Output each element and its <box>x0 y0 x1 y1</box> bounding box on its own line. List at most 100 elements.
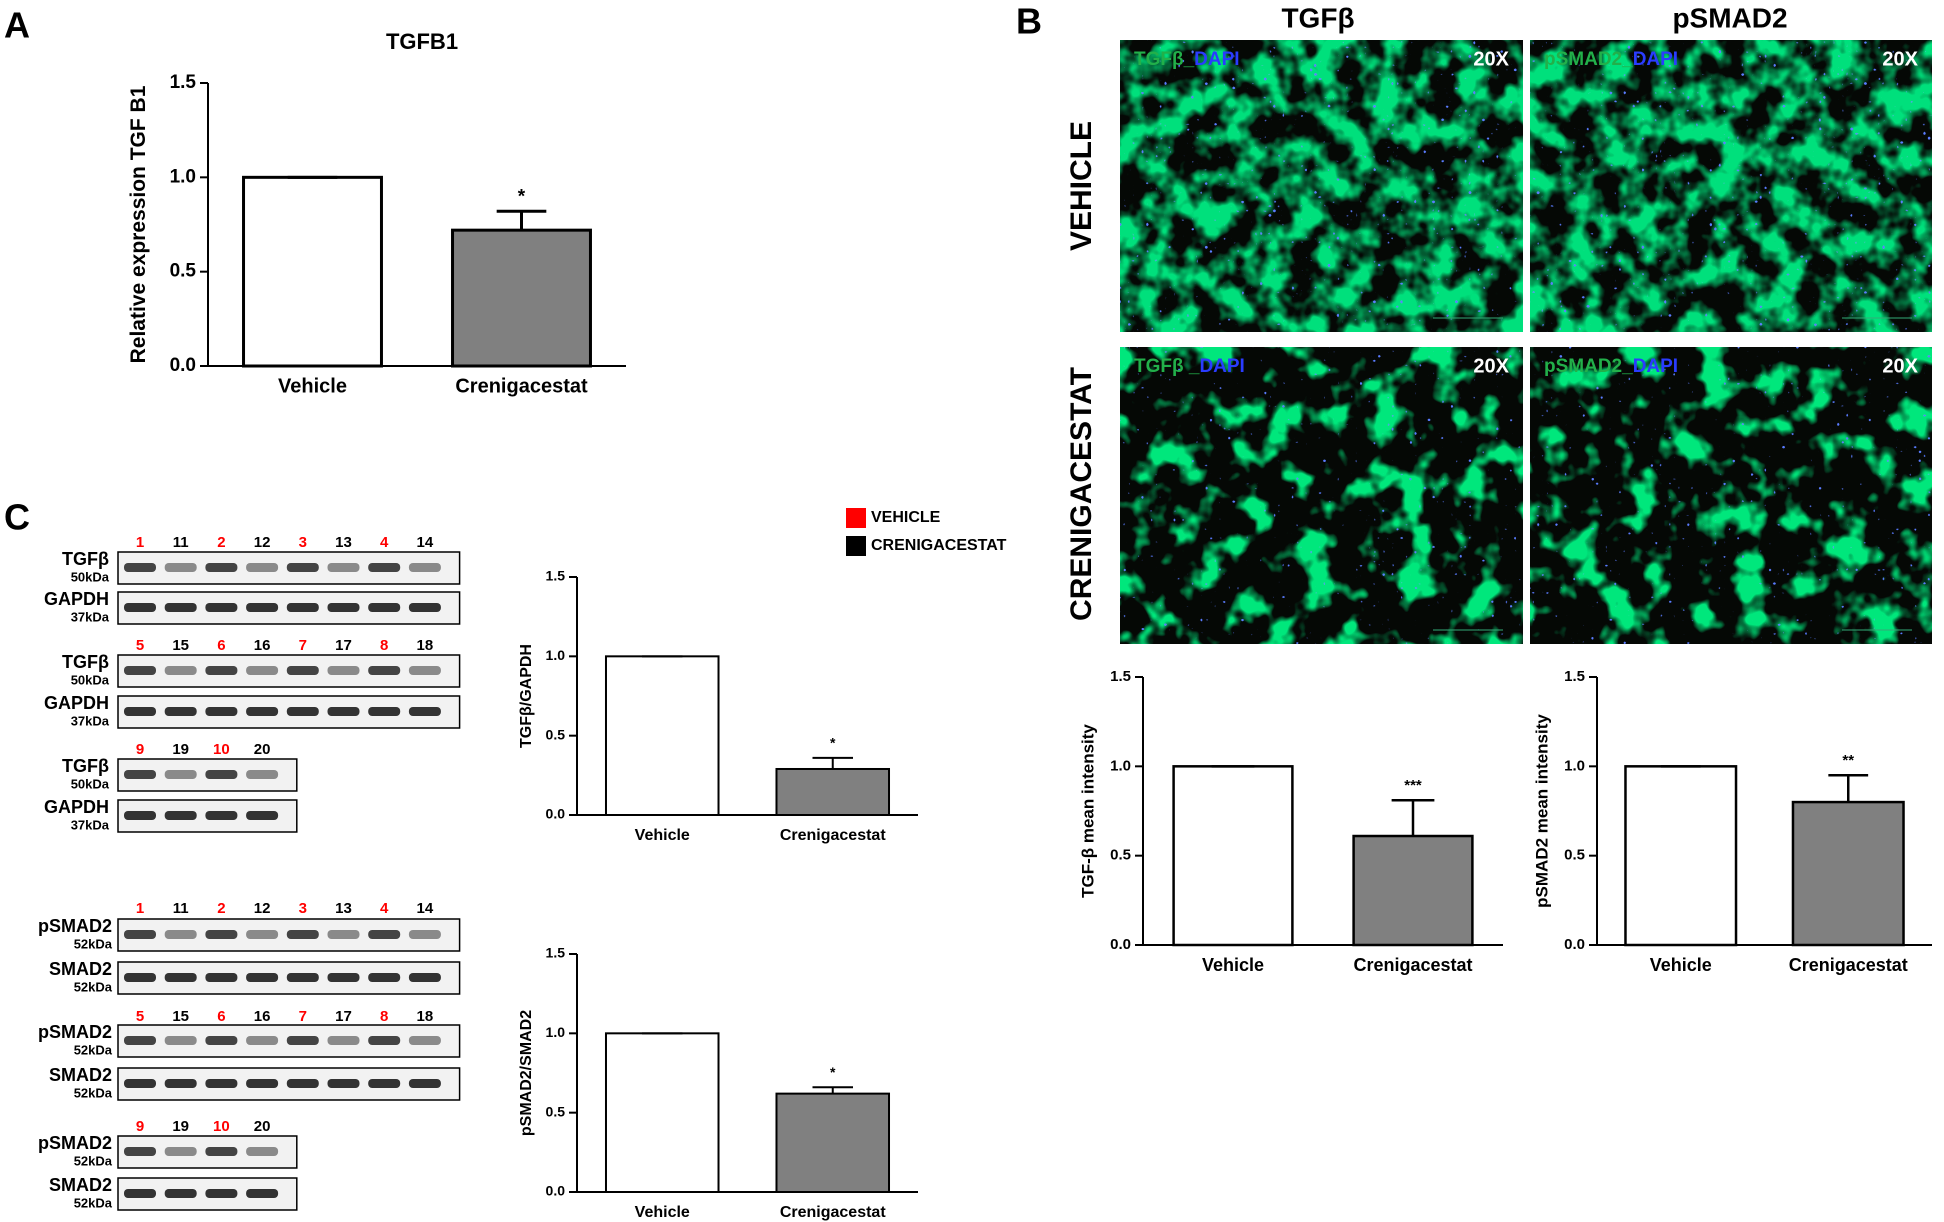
blot-band <box>286 1036 319 1045</box>
row-header: CRENIGACESTAT <box>1065 367 1098 621</box>
blot-band <box>205 930 238 939</box>
magnification: 20X <box>1473 355 1509 377</box>
blot-band <box>164 811 197 820</box>
y-tick-label: 0.0 <box>170 355 196 376</box>
size-label: 37kDa <box>71 713 110 728</box>
lane-number: 2 <box>217 534 225 551</box>
blot-band <box>327 563 360 572</box>
blot-band <box>408 707 441 716</box>
blot-band <box>327 1079 360 1088</box>
size-label: 50kDa <box>71 672 110 687</box>
blot-band <box>164 1079 197 1088</box>
lane-number: 19 <box>172 1118 189 1135</box>
lane-number: 8 <box>380 1008 388 1025</box>
blot-band <box>327 1036 360 1045</box>
blot-band <box>205 811 238 820</box>
blot-band <box>408 1036 441 1045</box>
significance: * <box>830 735 836 751</box>
size-label: 52kDa <box>74 1153 113 1168</box>
y-tick-label: 1.0 <box>170 166 196 187</box>
protein-label: TGFβ <box>62 652 109 672</box>
lane-number: 15 <box>172 1008 189 1025</box>
magnification: 20X <box>1882 355 1918 377</box>
blot-band <box>164 1147 197 1156</box>
blot-band <box>205 1189 238 1198</box>
y-tick-label: 1.0 <box>546 1024 566 1040</box>
micrograph <box>1530 40 1932 332</box>
lane-number: 16 <box>254 637 271 654</box>
legend-label: CRENIGACESTAT <box>871 537 1007 554</box>
bar <box>1624 765 1738 947</box>
blot-band <box>205 1079 238 1088</box>
protein-label: TGFβ <box>62 756 109 776</box>
lane-number: 1 <box>136 534 144 551</box>
legend-label: VEHICLE <box>871 509 941 526</box>
micrograph <box>1530 347 1932 644</box>
blot-band <box>246 770 279 779</box>
blot-band <box>286 603 319 612</box>
y-tick-label: 1.5 <box>546 945 566 961</box>
error-bar <box>1391 799 1435 837</box>
blot-band <box>408 603 441 612</box>
magnification: 20X <box>1882 48 1918 70</box>
y-tick-label: 0.5 <box>170 261 197 282</box>
blot-band <box>205 707 238 716</box>
panel-label: C <box>4 497 30 538</box>
x-tick-label: Crenigacestat <box>780 827 886 844</box>
blot-band <box>408 973 441 982</box>
size-label: 52kDa <box>74 1085 113 1100</box>
lane-number: 12 <box>254 534 271 551</box>
blot-band <box>327 973 360 982</box>
blot-band <box>205 1036 238 1045</box>
legend-swatch <box>846 536 866 556</box>
lane-number: 18 <box>417 1008 434 1025</box>
y-tick-label: 0.0 <box>546 806 566 822</box>
lane-number: 3 <box>299 900 307 917</box>
x-tick-label: Vehicle <box>635 1204 690 1221</box>
blot-band <box>286 707 319 716</box>
lane-number: 17 <box>335 1008 352 1025</box>
blot-band <box>286 666 319 675</box>
blot-band <box>124 770 156 779</box>
blot-band <box>246 1147 279 1156</box>
protein-label: SMAD2 <box>49 1065 112 1085</box>
size-label: 50kDa <box>71 569 110 584</box>
size-label: 52kDa <box>74 979 113 994</box>
lane-number: 16 <box>254 1008 271 1025</box>
lane-number: 5 <box>136 637 144 654</box>
blot-band <box>246 603 279 612</box>
column-header: pSMAD2 <box>1672 2 1787 33</box>
blot-band <box>246 1036 279 1045</box>
counterstain: DAPI <box>1199 356 1244 377</box>
blot-band <box>205 770 238 779</box>
blot-band <box>368 973 401 982</box>
bar <box>1172 765 1294 947</box>
bar <box>604 1032 720 1194</box>
blot-band <box>246 707 279 716</box>
stain: pSMAD2_ <box>1544 49 1633 70</box>
lane-number: 6 <box>217 1008 225 1025</box>
protein-label: GAPDH <box>44 693 109 713</box>
blot-band <box>205 973 238 982</box>
blot-band <box>368 563 401 572</box>
blot-band <box>164 603 197 612</box>
x-tick-label: Crenigacestat <box>780 1204 886 1221</box>
blot-band <box>408 563 441 572</box>
y-tick-label: 1.5 <box>1110 668 1131 685</box>
blot-band <box>408 930 441 939</box>
blot-band <box>286 563 319 572</box>
blot-band <box>124 1147 156 1156</box>
y-axis-label: TGF-β mean intensity <box>1078 724 1097 898</box>
stain: pSMAD2_ <box>1544 356 1633 377</box>
size-label: 50kDa <box>71 776 110 791</box>
lane-number: 11 <box>173 534 189 551</box>
counterstain: DAPI <box>1633 49 1678 70</box>
lane-number: 20 <box>254 1118 271 1135</box>
blot-band <box>124 1079 156 1088</box>
panel-label: A <box>4 5 30 46</box>
bar <box>775 1092 891 1194</box>
lane-number: 10 <box>213 741 230 758</box>
blot-band <box>286 973 319 982</box>
size-label: 37kDa <box>71 609 110 624</box>
lane-number: 15 <box>172 637 189 654</box>
